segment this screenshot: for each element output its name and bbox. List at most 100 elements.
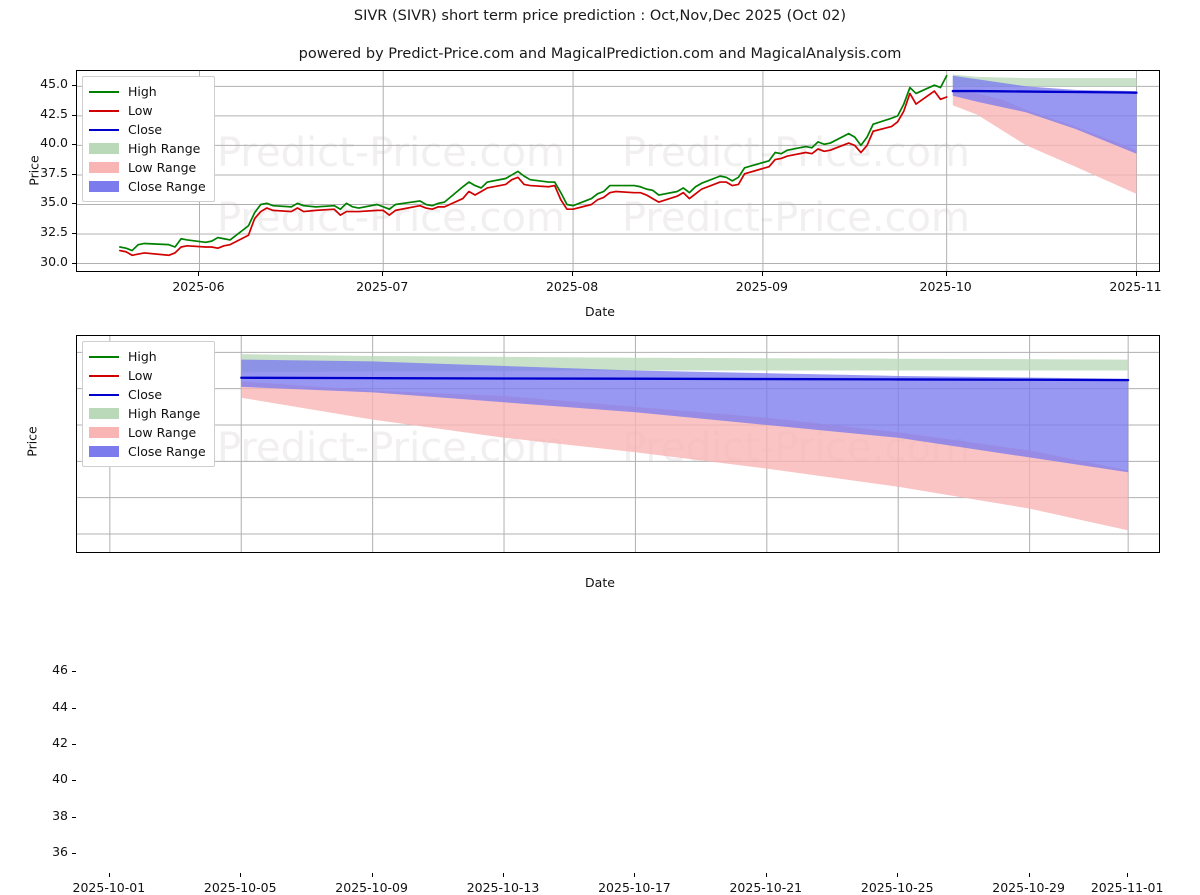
y-tick-mark <box>72 853 76 854</box>
x-tick-label: 2025-10-01 <box>39 880 179 895</box>
legend-item-close-range: Close Range <box>89 177 206 196</box>
x-tick-mark <box>198 272 199 276</box>
x-tick-mark <box>382 272 383 276</box>
legend-swatch-high <box>89 91 119 93</box>
bottom-chart-y-axis-label: Price <box>25 402 40 482</box>
x-tick-mark <box>503 873 504 877</box>
x-tick-label: 2025-10-13 <box>433 880 573 895</box>
legend-item-low-range: Low Range <box>89 158 206 177</box>
x-tick-label: 2025-10-21 <box>696 880 836 895</box>
bottom-chart-x-axis-label: Date <box>0 575 1200 590</box>
watermark-text: Predict-Price.com <box>217 130 565 176</box>
legend-item-low-range: Low Range <box>89 423 206 442</box>
legend-swatch-close <box>89 394 119 396</box>
y-tick-label: 40 <box>14 771 68 786</box>
legend-label: High Range <box>128 139 200 158</box>
y-tick-mark <box>72 203 76 204</box>
legend-swatch-low-range <box>89 162 119 173</box>
legend-swatch-high-range <box>89 408 119 419</box>
y-tick-mark <box>72 708 76 709</box>
x-tick-mark <box>109 873 110 877</box>
y-tick-mark <box>72 744 76 745</box>
legend-item-high-range: High Range <box>89 404 206 423</box>
y-tick-label: 46 <box>14 662 68 677</box>
x-tick-mark <box>372 873 373 877</box>
x-tick-label: 2025-10 <box>876 279 1016 294</box>
top-chart-x-axis-label: Date <box>0 304 1200 319</box>
y-tick-label: 30.0 <box>14 254 68 269</box>
y-tick-label: 32.5 <box>14 224 68 239</box>
x-tick-mark <box>762 272 763 276</box>
legend-item-low: Low <box>89 101 206 120</box>
x-tick-mark <box>1127 873 1128 877</box>
legend-swatch-low-range <box>89 427 119 438</box>
legend-item-high-range: High Range <box>89 139 206 158</box>
legend-item-close: Close <box>89 120 206 139</box>
legend-swatch-close-range <box>89 446 119 457</box>
legend-label: Low Range <box>128 423 196 442</box>
y-tick-mark <box>72 780 76 781</box>
x-tick-label: 2025-10-17 <box>564 880 704 895</box>
legend-swatch-close-range <box>89 181 119 192</box>
x-tick-mark <box>897 873 898 877</box>
y-tick-label: 42 <box>14 735 68 750</box>
legend-label: Close <box>128 120 162 139</box>
legend-swatch-low <box>89 375 119 377</box>
watermark-text: Predict-Price.com <box>622 130 970 176</box>
x-tick-mark <box>572 272 573 276</box>
x-tick-mark <box>1136 272 1137 276</box>
legend-swatch-high-range <box>89 143 119 154</box>
legend-item-high: High <box>89 82 206 101</box>
x-tick-label: 2025-09 <box>692 279 832 294</box>
y-tick-label: 45.0 <box>14 76 68 91</box>
y-tick-mark <box>72 85 76 86</box>
legend-label: Close Range <box>128 442 206 461</box>
x-tick-label: 2025-10-09 <box>302 880 442 895</box>
y-tick-label: 44 <box>14 699 68 714</box>
legend-label: Close Range <box>128 177 206 196</box>
y-tick-mark <box>72 115 76 116</box>
x-tick-mark <box>766 873 767 877</box>
x-tick-mark <box>634 873 635 877</box>
legend-label: High <box>128 347 157 366</box>
legend-label: Low <box>128 366 153 385</box>
y-tick-label: 42.5 <box>14 106 68 121</box>
x-tick-label: 2025-11-01 <box>1057 880 1197 895</box>
legend-item-close: Close <box>89 385 206 404</box>
legend-item-high: High <box>89 347 206 366</box>
x-tick-label: 2025-07 <box>312 279 452 294</box>
x-tick-mark <box>946 272 947 276</box>
x-tick-label: 2025-08 <box>502 279 642 294</box>
top-chart-y-axis-label: Price <box>27 131 42 211</box>
x-tick-label: 2025-10-25 <box>827 880 967 895</box>
legend-swatch-high <box>89 356 119 358</box>
y-tick-mark <box>72 817 76 818</box>
legend-item-low: Low <box>89 366 206 385</box>
y-tick-mark <box>72 233 76 234</box>
x-tick-label: 2025-11 <box>1066 279 1200 294</box>
y-tick-label: 36 <box>14 844 68 859</box>
legend-label: Low <box>128 101 153 120</box>
legend-label: High Range <box>128 404 200 423</box>
x-tick-label: 2025-06 <box>128 279 268 294</box>
legend-swatch-close <box>89 129 119 131</box>
legend-label: Low Range <box>128 158 196 177</box>
legend-label: High <box>128 82 157 101</box>
x-tick-mark <box>240 873 241 877</box>
x-tick-mark <box>1029 873 1030 877</box>
y-tick-mark <box>72 174 76 175</box>
y-tick-mark <box>72 144 76 145</box>
y-tick-label: 38 <box>14 808 68 823</box>
legend-swatch-low <box>89 110 119 112</box>
legend-label: Close <box>128 385 162 404</box>
y-tick-mark <box>72 671 76 672</box>
y-tick-mark <box>72 263 76 264</box>
legend-item-close-range: Close Range <box>89 442 206 461</box>
x-tick-label: 2025-10-05 <box>170 880 310 895</box>
